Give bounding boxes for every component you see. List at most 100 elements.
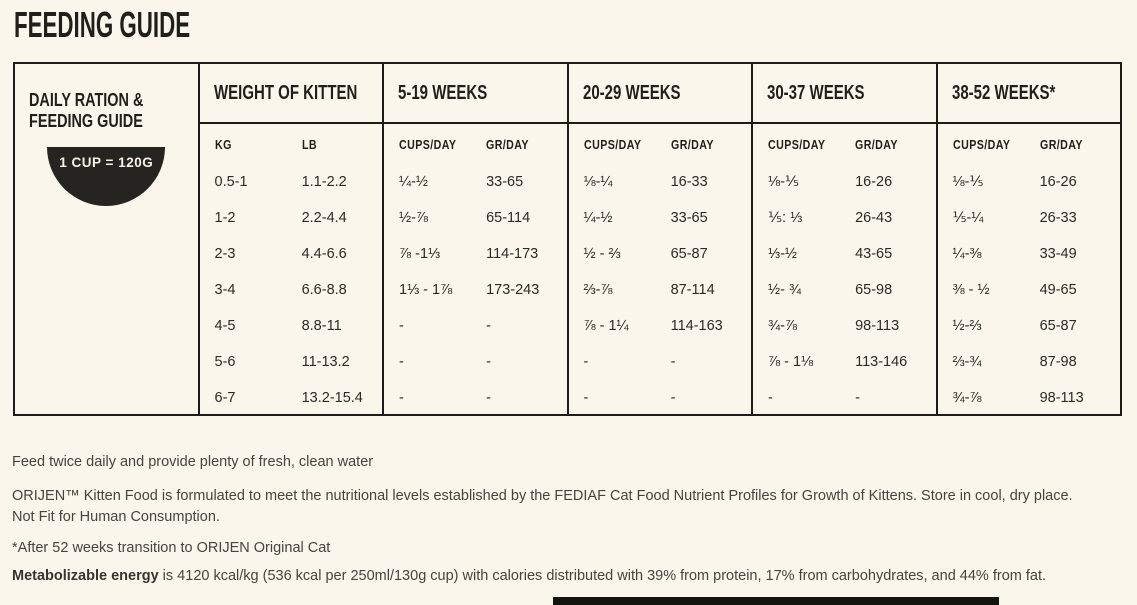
gr-value: 65-114: [486, 210, 531, 226]
gr-value: 16-33: [670, 174, 708, 190]
weight-rows: 0.5-1 1.1-2.2 1-2 2.2-4.4 2-3 4.4-6.6 3-4 6.6-8…: [200, 164, 383, 416]
cups-value: ¼-½: [583, 210, 613, 226]
gr-value: 65-87: [670, 246, 708, 262]
table-row: 5-6 11-13.2: [200, 344, 383, 380]
kg-value: 4-5: [214, 318, 236, 334]
bottom-crop-bar: [553, 597, 999, 605]
cups-day-label: CUPS/DAY: [952, 136, 1010, 152]
weeks-column: 38-52 WEEKS* CUPS/DAY GR/DAY ⅛-⅕ 16-26 ⅕-¼…: [935, 64, 1121, 414]
lb-label: LB: [301, 136, 317, 152]
corner-heading: DAILY RATION & FEEDING GUIDE: [29, 89, 160, 131]
table-row: ⅓-½ 43-65: [753, 236, 936, 272]
gr-day-label: GR/DAY: [670, 136, 714, 152]
cups-value: ⅞ - 1⅛: [768, 354, 814, 370]
table-row: 4-5 8.8-11: [200, 308, 383, 344]
table-row: ¼-½ 33-65: [569, 200, 752, 236]
cups-day-label: CUPS/DAY: [583, 136, 641, 152]
cups-value: ⅓-½: [768, 246, 798, 262]
cup-weight-badge: 1 CUP = 120G: [47, 147, 166, 207]
gr-value: 98-113: [855, 318, 900, 334]
cups-value: ⅜ - ½: [952, 282, 990, 298]
weight-header-cell: WEIGHT OF KITTEN: [199, 64, 382, 124]
footer-fediaf-paragraph: ORIJEN™ Kitten Food is formulated to mee…: [12, 488, 1073, 526]
footer-energy-rest: is 4120 kcal/kg (536 kcal per 250ml/130g…: [158, 568, 1047, 584]
gr-day-label: GR/DAY: [1039, 136, 1083, 152]
weeks-rows: ⅛-⅕ 16-26 ⅕: ⅓ 26-43 ⅓-½ 43-65 ½- ¾ 65-98 ¾-⅞ 98-…: [753, 164, 936, 416]
cups-day-label: CUPS/DAY: [768, 136, 826, 152]
table-row: ⅛-⅕ 16-26: [753, 164, 936, 200]
weeks-rows: ⅛-¼ 16-33 ¼-½ 33-65 ½ - ⅔ 65-87 ⅔-⅞ 87-114 ⅞ - 1…: [569, 164, 752, 416]
kg-value: 2-3: [214, 246, 236, 262]
gr-value: -: [486, 390, 491, 406]
kg-value: 6-7: [214, 390, 236, 406]
gr-value: 16-26: [1039, 174, 1077, 190]
gr-day-label: GR/DAY: [486, 136, 530, 152]
cups-value: ¾-⅞: [768, 318, 798, 334]
table-row: ¾-⅞ 98-113: [753, 308, 936, 344]
cups-value: ⅔-¾: [952, 354, 982, 370]
table-row: ⅕: ⅓ 26-43: [753, 200, 936, 236]
gr-value: 114-173: [486, 246, 539, 262]
table-row: 0.5-1 1.1-2.2: [200, 164, 383, 200]
table-row: ½ - ⅔ 65-87: [569, 236, 752, 272]
gr-value: 26-33: [1039, 210, 1077, 226]
cups-value: ⅔-⅞: [583, 282, 613, 298]
kg-value: 3-4: [214, 282, 236, 298]
kg-value: 5-6: [214, 354, 236, 370]
weeks-rows: ¼-½ 33-65 ½-⅞ 65-114 ⅞ -1⅓ 114-173 1⅓ - 1⅞ 173-…: [384, 164, 567, 416]
gr-value: -: [670, 354, 676, 370]
cups-value: -: [399, 354, 404, 370]
gr-value: -: [486, 318, 491, 334]
table-row: ⅞ - 1⅛ 113-146: [753, 344, 936, 380]
table-row: ⅛-⅕ 16-26: [938, 164, 1121, 200]
week-subheader-row: CUPS/DAY GR/DAY: [569, 124, 752, 164]
table-row: --: [384, 344, 567, 380]
table-row: 6-7 13.2-15.4: [200, 380, 383, 416]
gr-value: 113-146: [855, 354, 908, 370]
table-row: ½-⅞ 65-114: [384, 200, 567, 236]
week-group-label: 30-37 WEEKS: [767, 81, 865, 104]
footer-feed-twice: Feed twice daily and provide plenty of f…: [12, 454, 374, 470]
week-header-cell: 38-52 WEEKS*: [937, 64, 1120, 124]
cups-value: 1⅓ - 1⅞: [399, 282, 453, 298]
weight-column: WEIGHT OF KITTEN KG LB 0.5-1 1.1-2.2 1-2 2.…: [197, 64, 383, 416]
table-row: ⅜ - ½ 49-65: [938, 272, 1121, 308]
weight-header-label: WEIGHT OF KITTEN: [213, 81, 357, 104]
kg-value: 1-2: [214, 210, 236, 226]
cups-day-label: CUPS/DAY: [399, 136, 457, 152]
gr-value: 173-243: [486, 282, 540, 298]
corner-heading-line1: DAILY RATION &: [29, 89, 144, 110]
gr-value: -: [486, 354, 491, 370]
feeding-guide-table: DAILY RATION & FEEDING GUIDE 1 CUP = 120…: [13, 62, 1122, 416]
gr-value: -: [670, 390, 676, 406]
gr-value: -: [855, 390, 860, 406]
table-row: ½-⅔ 65-87: [938, 308, 1121, 344]
gr-value: 43-65: [855, 246, 893, 262]
gr-value: 65-98: [855, 282, 893, 298]
lb-value: 13.2-15.4: [301, 390, 363, 406]
week-group-label: 5-19 WEEKS: [398, 81, 488, 104]
gr-value: 98-113: [1039, 390, 1084, 406]
weeks-column: 5-19 WEEKS CUPS/DAY GR/DAY ¼-½ 33-65 ½-⅞ 65…: [382, 64, 567, 414]
lb-value: 8.8-11: [301, 318, 342, 334]
gr-value: 114-163: [670, 318, 723, 334]
week-subheader-row: CUPS/DAY GR/DAY: [753, 124, 936, 164]
table-row: ⅞ - 1¼ 114-163: [569, 308, 752, 344]
table-row: ⅞ -1⅓ 114-173: [384, 236, 567, 272]
table-row: ¼-⅜ 33-49: [938, 236, 1121, 272]
table-row: ¼-½ 33-65: [384, 164, 567, 200]
cups-value: ⅕: ⅓: [768, 210, 803, 226]
table-row: --: [384, 380, 567, 416]
week-group-label: 38-52 WEEKS*: [951, 81, 1055, 104]
kg-value: 0.5-1: [214, 174, 248, 190]
gr-day-label: GR/DAY: [855, 136, 899, 152]
cups-value: ¾-⅞: [952, 390, 982, 406]
footer-transition-note: *After 52 weeks transition to ORIJEN Ori…: [12, 540, 331, 556]
table-row: 1-2 2.2-4.4: [200, 200, 383, 236]
table-row: 1⅓ - 1⅞ 173-243: [384, 272, 567, 308]
week-subheader-row: CUPS/DAY GR/DAY: [938, 124, 1121, 164]
week-header-cell: 5-19 WEEKS: [384, 64, 567, 124]
lb-value: 1.1-2.2: [301, 174, 347, 190]
gr-value: 33-65: [670, 210, 708, 226]
